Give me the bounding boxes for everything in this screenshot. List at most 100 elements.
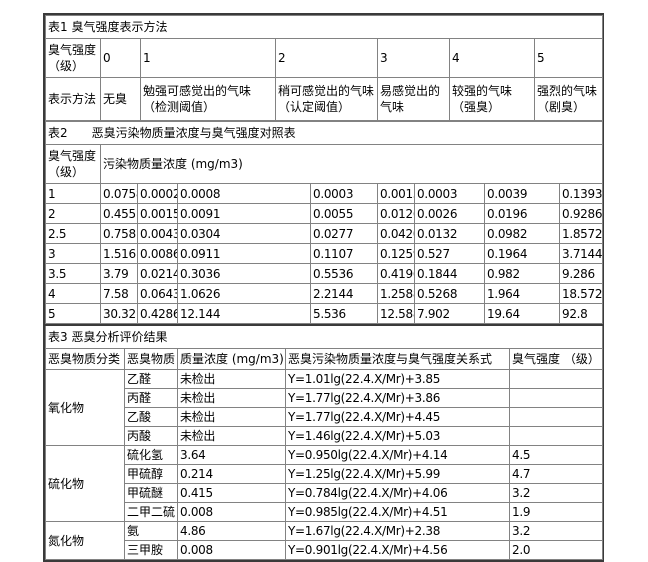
substance-cell: 甲硫醇 <box>124 464 178 484</box>
concentration-cell: 0.9286 <box>558 203 604 224</box>
concentration-cell: 7.58 <box>100 283 138 304</box>
substance-cell: 甲硫醚 <box>124 483 178 503</box>
intensity-level-cell: 5 <box>45 303 101 324</box>
table1-caption: 表1 臭气强度表示方法 <box>44 15 604 39</box>
concentration-cell: 5.536 <box>310 303 378 324</box>
concentration-cell: 1.0626 <box>177 283 311 304</box>
level-value: 4 <box>449 38 535 78</box>
formula-cell: Y=1.46lg(22.4.X/Mr)+5.03 <box>285 426 510 446</box>
concentration-cell: 0.0304 <box>177 223 311 244</box>
substance-cell: 氨 <box>124 521 178 541</box>
odor-level-header: 臭气强度（级） <box>45 38 101 78</box>
concentration-cell: 0.0055 <box>310 203 378 224</box>
formula-column-header: 恶臭污染物质量浓度与臭气强度关系式 <box>285 348 510 370</box>
concentration-cell: 1.516 <box>100 243 138 264</box>
concentration-cell: 0.0196 <box>484 203 560 224</box>
concentration-header: 污染物质量浓度 (mg/m3) <box>99 144 604 184</box>
concentration-cell: 0.1964 <box>484 243 560 264</box>
concentration-cell: 7.902 <box>414 303 485 324</box>
intensity-level-cell: 1 <box>45 183 101 204</box>
concentration-cell: 92.8 <box>558 303 604 324</box>
method-cell: 无臭 <box>100 77 141 121</box>
concentration-cell: 9.286 <box>558 263 604 284</box>
concentration-cell: 0.0002 <box>137 183 178 204</box>
method-cell: 稍可感觉出的气味（认定阈值） <box>275 77 378 121</box>
concentration-cell: 0.008 <box>177 502 286 522</box>
concentration-cell: 未检出 <box>177 426 286 446</box>
concentration-cell: 0.0758 <box>100 183 138 204</box>
intensity-cell <box>509 388 603 408</box>
concentration-cell: 0.214 <box>177 464 286 484</box>
method-cell: 强烈的气味（剧臭） <box>533 77 604 121</box>
substance-cell: 二甲二硫 <box>124 502 178 522</box>
intensity-cell: 3.2 <box>509 483 603 503</box>
analysis-results-table: 表3 恶臭分析评价结果 恶臭物质分类 恶臭物质 质量浓度 (mg/m3) 恶臭污… <box>45 324 603 560</box>
table3-caption: 表3 恶臭分析评价结果 <box>45 324 603 349</box>
concentration-cell: 0.5536 <box>310 263 378 284</box>
page: { "table1": { "caption": "表1 臭气强度表示方法", … <box>43 13 604 562</box>
formula-cell: Y=1.25lg(22.4.X/Mr)+5.99 <box>285 464 510 484</box>
substance-column-header: 恶臭物质 <box>124 348 178 370</box>
category-cell: 硫化物 <box>45 445 125 522</box>
concentration-intensity-table: 表2 恶臭污染物质量浓度与臭气强度对照表 臭气强度（级） 污染物质量浓度 (mg… <box>44 121 604 324</box>
tables-frame: 表1 臭气强度表示方法 臭气强度（级） 0 1 2 3 4 5 表示方法 无臭 … <box>43 13 604 562</box>
concentration-cell: 0.0043 <box>137 223 178 244</box>
concentration-cell: 1.2588 <box>377 283 415 304</box>
formula-cell: Y=1.67lg(22.4.X/Mr)+2.38 <box>285 521 510 541</box>
concentration-cell: 12.588 <box>377 303 415 324</box>
formula-cell: Y=1.01lg(22.4.X/Mr)+3.85 <box>285 369 510 389</box>
method-cell: 较强的气味（强臭） <box>449 77 535 121</box>
formula-cell: Y=1.77lg(22.4.X/Mr)+3.86 <box>285 388 510 408</box>
intensity-cell: 4.7 <box>509 464 603 484</box>
level-value: 1 <box>140 38 276 78</box>
concentration-cell: 未检出 <box>177 388 286 408</box>
concentration-cell: 2.2144 <box>310 283 378 304</box>
concentration-cell: 3.7144 <box>558 243 604 264</box>
intensity-cell: 1.9 <box>509 502 603 522</box>
intensity-cell: 3.2 <box>509 521 603 541</box>
method-cell: 易感觉出的气味 <box>377 77 450 121</box>
concentration-cell: 0.0039 <box>484 183 560 204</box>
concentration-cell: 0.415 <box>177 483 286 503</box>
concentration-cell: 0.0026 <box>414 203 485 224</box>
concentration-cell: 0.1844 <box>414 263 485 284</box>
intensity-level-cell: 4 <box>45 283 101 304</box>
concentration-cell: 0.4196 <box>377 263 415 284</box>
concentration-cell: 0.5268 <box>414 283 485 304</box>
substance-cell: 丙醛 <box>124 388 178 408</box>
method-cell: 勉强可感觉出的气味（检测阈值） <box>140 77 276 121</box>
concentration-cell: 30.32 <box>100 303 138 324</box>
concentration-cell: 3.79 <box>100 263 138 284</box>
formula-cell: Y=0.950lg(22.4.X/Mr)+4.14 <box>285 445 510 465</box>
method-row-label: 表示方法 <box>45 77 101 121</box>
intensity-level-cell: 2 <box>45 203 101 224</box>
concentration-cell: 0.0008 <box>177 183 311 204</box>
concentration-cell: 0.0126 <box>377 203 415 224</box>
odor-intensity-scale-table: 表1 臭气强度表示方法 臭气强度（级） 0 1 2 3 4 5 表示方法 无臭 … <box>44 15 604 121</box>
concentration-cell: 0.455 <box>100 203 138 224</box>
concentration-cell: 未检出 <box>177 407 286 427</box>
concentration-cell: 0.1393 <box>558 183 604 204</box>
intensity-level-header: 臭气强度（级） <box>45 144 101 184</box>
concentration-column-header: 质量浓度 (mg/m3) <box>177 348 286 370</box>
concentration-cell: 0.0132 <box>414 223 485 244</box>
table2-caption: 表2 恶臭污染物质量浓度与臭气强度对照表 <box>44 121 604 145</box>
concentration-cell: 4.86 <box>177 521 286 541</box>
concentration-cell: 0.1259 <box>377 243 415 264</box>
concentration-cell: 0.0086 <box>137 243 178 264</box>
level-value: 0 <box>100 38 141 78</box>
concentration-cell: 19.64 <box>484 303 560 324</box>
intensity-level-cell: 2.5 <box>45 223 101 244</box>
category-column-header: 恶臭物质分类 <box>45 348 125 370</box>
concentration-cell: 1.8572 <box>558 223 604 244</box>
concentration-cell: 0.527 <box>414 243 485 264</box>
substance-cell: 硫化氢 <box>124 445 178 465</box>
concentration-cell: 0.0003 <box>310 183 378 204</box>
concentration-cell: 0.0982 <box>484 223 560 244</box>
intensity-column-header: 臭气强度 （级） <box>509 348 603 370</box>
intensity-cell: 2.0 <box>509 540 603 560</box>
concentration-cell: 0.0003 <box>414 183 485 204</box>
concentration-cell: 0.0214 <box>137 263 178 284</box>
substance-cell: 三甲胺 <box>124 540 178 560</box>
concentration-cell: 0.758 <box>100 223 138 244</box>
